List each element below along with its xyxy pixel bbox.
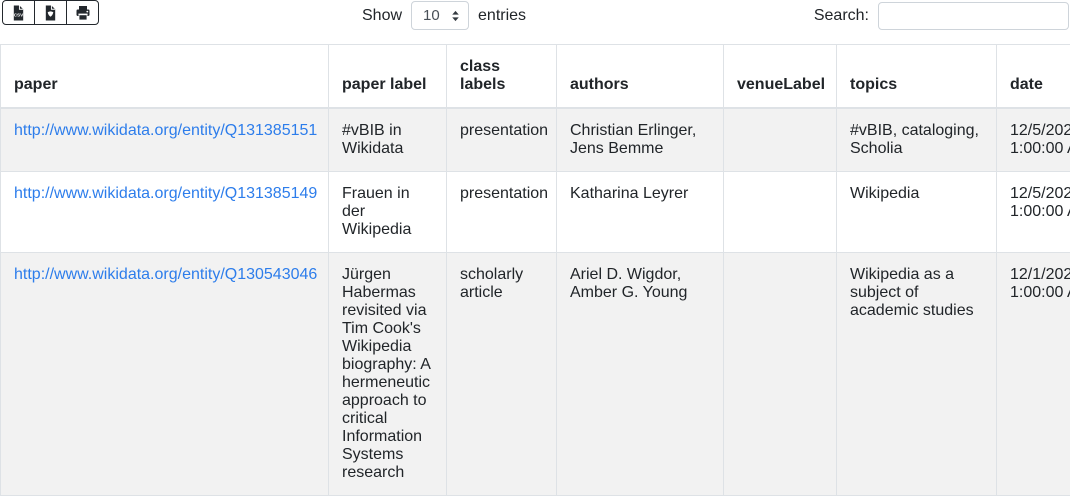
search-label: Search:: [814, 7, 869, 25]
show-label: Show: [362, 7, 402, 25]
class-labels-cell: presentation: [447, 172, 557, 253]
results-table: paper paper label class labels authors v…: [0, 44, 1070, 496]
class-labels-cell: presentation: [447, 108, 557, 172]
paper-cell: http://www.wikidata.org/entity/Q13138514…: [1, 172, 329, 253]
csv-export-button[interactable]: CSV: [2, 0, 35, 25]
authors-cell: Christian Erlinger, Jens Bemme: [557, 108, 724, 172]
column-header-venue-label[interactable]: venueLabel: [724, 45, 837, 109]
table-row: http://www.wikidata.org/entity/Q13054304…: [1, 253, 1070, 496]
search-input[interactable]: [878, 2, 1069, 30]
venue-label-cell: [724, 108, 837, 172]
paper-label-cell: Frauen in der Wikipedia: [329, 172, 447, 253]
class-labels-cell: scholarly article: [447, 253, 557, 496]
authors-cell: Katharina Leyrer: [557, 172, 724, 253]
authors-cell: Ariel D. Wigdor, Amber G. Young: [557, 253, 724, 496]
venue-label-cell: [724, 253, 837, 496]
search-control: Search:: [814, 2, 1069, 30]
export-buttons: CSV: [2, 0, 99, 25]
table-toolbar: CSV: [0, 0, 1070, 44]
paper-label-cell: #vBIB in Wikidata: [329, 108, 447, 172]
svg-text:CSV: CSV: [14, 12, 24, 17]
paper-label-cell: Jürgen Habermas revisited via Tim Cook's…: [329, 253, 447, 496]
file-csv-icon: CSV: [11, 5, 26, 21]
column-header-topics[interactable]: topics: [837, 45, 997, 109]
column-header-class-labels[interactable]: class labels: [447, 45, 557, 109]
page-length-control: Show 10 entries: [362, 0, 526, 31]
pdf-export-button[interactable]: [34, 0, 67, 25]
table-row: http://www.wikidata.org/entity/Q13138514…: [1, 172, 1070, 253]
venue-label-cell: [724, 172, 837, 253]
file-pdf-icon: [43, 5, 58, 21]
topics-cell: Wikipedia as a subject of academic studi…: [837, 253, 997, 496]
topics-cell: Wikipedia: [837, 172, 997, 253]
paper-link[interactable]: http://www.wikidata.org/entity/Q13054304…: [14, 266, 317, 283]
paper-cell: http://www.wikidata.org/entity/Q13054304…: [1, 253, 329, 496]
page-length-select[interactable]: 10: [411, 1, 469, 30]
paper-cell: http://www.wikidata.org/entity/Q13138515…: [1, 108, 329, 172]
topics-cell: #vBIB, cataloging, Scholia: [837, 108, 997, 172]
column-header-paper[interactable]: paper: [1, 45, 329, 109]
header-row: paper paper label class labels authors v…: [1, 45, 1070, 109]
date-cell: 12/5/2024, 1:00:00 AM: [997, 172, 1070, 253]
column-header-authors[interactable]: authors: [557, 45, 724, 109]
date-cell: 12/5/2024, 1:00:00 AM: [997, 108, 1070, 172]
print-button[interactable]: [66, 0, 99, 25]
column-header-paper-label[interactable]: paper label: [329, 45, 447, 109]
paper-link[interactable]: http://www.wikidata.org/entity/Q13138515…: [14, 122, 317, 139]
column-header-date[interactable]: date: [997, 45, 1070, 109]
table-row: http://www.wikidata.org/entity/Q13138515…: [1, 108, 1070, 172]
print-icon: [75, 5, 91, 21]
paper-link[interactable]: http://www.wikidata.org/entity/Q13138514…: [14, 185, 317, 202]
date-cell: 12/1/2024, 1:00:00 AM: [997, 253, 1070, 496]
entries-label: entries: [478, 7, 526, 25]
